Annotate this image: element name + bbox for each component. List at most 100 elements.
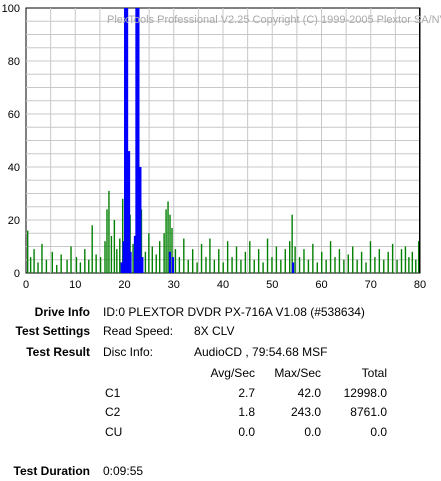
c1-bar xyxy=(60,254,62,273)
c1-bar xyxy=(169,214,171,273)
c2-bar xyxy=(171,257,174,273)
c1-bar xyxy=(298,257,301,273)
c1-bar xyxy=(235,246,238,273)
c1-bar xyxy=(41,243,43,273)
c1-bar xyxy=(369,241,372,273)
c1-bar xyxy=(171,227,173,273)
x-tick-label: 50 xyxy=(266,279,278,291)
c2-bar xyxy=(139,167,142,273)
c1-bar xyxy=(231,257,233,273)
c1-bar xyxy=(343,259,345,273)
c1-bar xyxy=(396,259,398,273)
c1-bar xyxy=(356,259,358,273)
x-tick-label: 0 xyxy=(23,279,29,291)
row-max: 243.0 xyxy=(290,405,321,419)
c1-bar xyxy=(110,235,113,273)
row-total: 0.0 xyxy=(370,425,387,439)
c1-bar xyxy=(325,259,327,273)
c1-bar xyxy=(88,259,90,273)
c1-bar xyxy=(155,254,157,273)
c1-bar xyxy=(213,259,216,273)
c1-bar xyxy=(226,241,229,273)
c1-bar xyxy=(26,230,29,273)
y-tick-label: 20 xyxy=(8,215,20,227)
c2-bar xyxy=(124,8,127,273)
c1-bar xyxy=(378,249,381,273)
c1-bar xyxy=(387,251,389,273)
total-column-header: Total xyxy=(361,366,387,380)
c1-bar xyxy=(187,259,189,273)
drive-info-value: ID:0 PLEXTOR DVDR PX-716A V1.08 (#538634… xyxy=(103,305,365,319)
c1-bar xyxy=(99,257,102,273)
c2-bar xyxy=(291,262,295,273)
c1-bar xyxy=(329,241,332,273)
avg-column-header: Avg/Sec xyxy=(210,366,255,380)
c2-bar xyxy=(168,251,172,273)
c1-bar xyxy=(95,254,97,273)
c1-bar xyxy=(165,209,167,273)
c1-bar xyxy=(205,257,207,273)
test-duration-label: Test Duration xyxy=(13,464,90,478)
c1-bar xyxy=(106,209,108,273)
c1-bar xyxy=(108,190,110,273)
c1-bar xyxy=(404,246,407,273)
c1-bar xyxy=(411,251,414,273)
c2-bar xyxy=(120,262,123,273)
c2-bar xyxy=(125,8,129,273)
c1-bar xyxy=(70,246,72,273)
row-name: C2 xyxy=(105,405,121,419)
c1-bar xyxy=(352,246,354,273)
c1-bar xyxy=(291,214,293,273)
c2-bar xyxy=(137,8,140,273)
x-tick-label: 20 xyxy=(118,279,130,291)
watermark-text: PlexTools Professional V2.25 Copyright (… xyxy=(107,14,441,26)
row-max: 0.0 xyxy=(304,425,321,439)
c1-bar xyxy=(334,257,336,273)
x-tick-label: 60 xyxy=(315,279,327,291)
row-avg: 1.8 xyxy=(238,405,255,419)
c1-bar xyxy=(218,249,220,273)
c1-bar xyxy=(79,262,82,273)
test-duration-value: 0:09:55 xyxy=(103,464,144,478)
c1-bar xyxy=(144,251,147,273)
c2-bar xyxy=(122,241,125,273)
disc-info-label: Disc Info: xyxy=(103,345,154,359)
c1-bar xyxy=(249,241,251,273)
c1-bar xyxy=(119,238,121,273)
c1-bar xyxy=(347,254,350,273)
c1-bar xyxy=(37,262,39,273)
drive-info-label: Drive Info xyxy=(34,305,90,319)
c1-bar xyxy=(148,233,150,273)
c1-bar xyxy=(400,249,403,273)
c1-bar xyxy=(209,238,211,273)
y-tick-label: 100 xyxy=(2,3,20,15)
c1-bar xyxy=(280,259,282,273)
c1-bar xyxy=(167,201,169,273)
c1-series xyxy=(26,190,420,273)
c1-bar xyxy=(104,241,106,273)
max-column-header: Max/Sec xyxy=(274,366,321,380)
c1-bar xyxy=(51,251,54,273)
x-tick-label: 80 xyxy=(414,279,426,291)
row-total: 12998.0 xyxy=(343,386,387,400)
row-avg: 2.7 xyxy=(238,386,255,400)
c1-bar xyxy=(391,243,394,273)
c1-bar xyxy=(183,238,185,273)
c1-bar xyxy=(415,259,417,273)
c1-bar xyxy=(383,259,385,273)
c2-bar xyxy=(135,8,138,273)
c1-bar xyxy=(66,259,68,273)
c1-bar xyxy=(33,249,35,273)
y-tick-label: 60 xyxy=(8,109,20,121)
c1-bar xyxy=(240,259,242,273)
c1-bar xyxy=(29,257,32,273)
c1-bar xyxy=(312,243,314,273)
x-tick-label: 30 xyxy=(168,279,180,291)
x-tick-label: 70 xyxy=(365,279,377,291)
read-speed-value: 8X CLV xyxy=(194,324,235,338)
c1-bar xyxy=(365,262,367,273)
c2-bar xyxy=(129,251,132,273)
c1-bar xyxy=(307,259,310,273)
c1-bar xyxy=(174,249,177,273)
row-total: 8761.0 xyxy=(350,405,387,419)
